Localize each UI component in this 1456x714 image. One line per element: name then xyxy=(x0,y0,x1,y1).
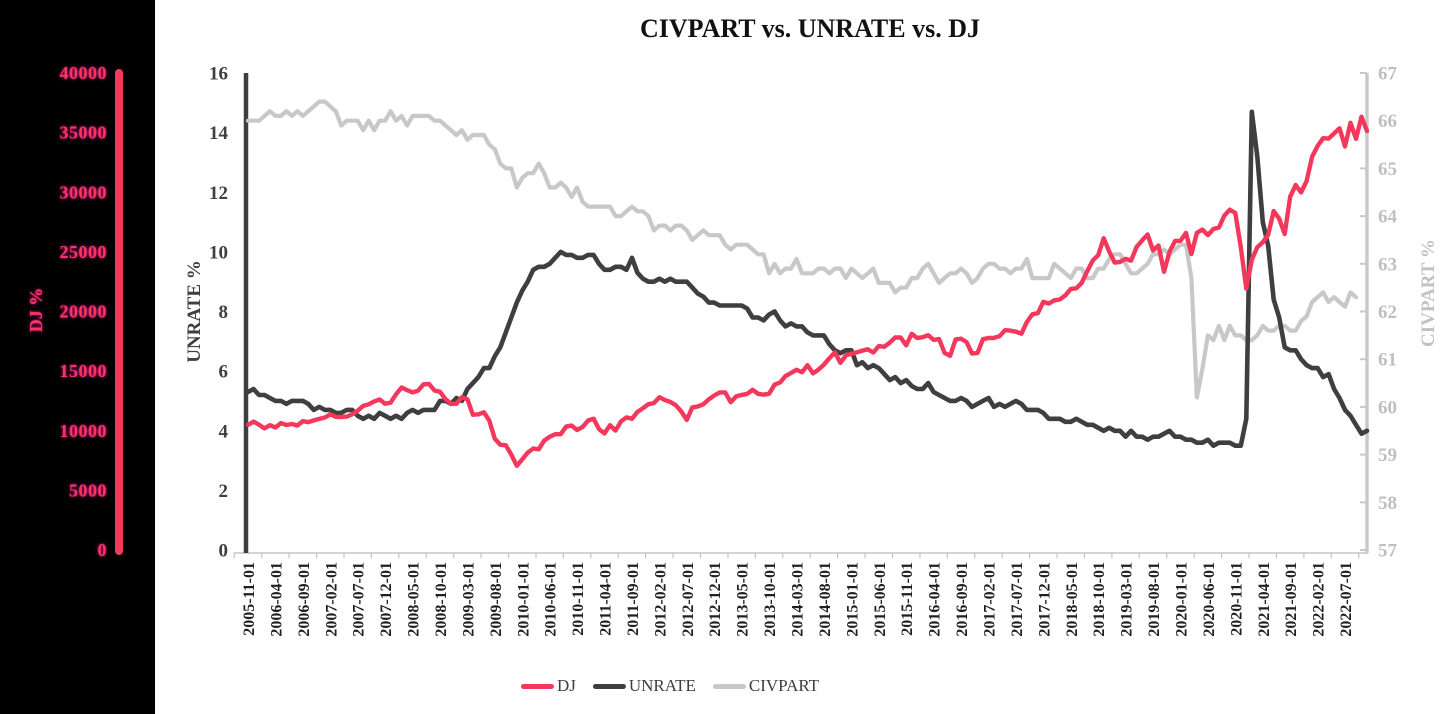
x-tick-label: 2012-12-01 xyxy=(707,562,724,637)
x-tick-label: 2012-02-01 xyxy=(652,562,669,637)
dj-axis-title: DJ % xyxy=(26,288,46,333)
x-tick-label: 2006-04-01 xyxy=(268,562,285,637)
x-tick-label: 2017-02-01 xyxy=(981,562,998,637)
unrate-tick-label: 12 xyxy=(209,183,228,204)
series-lines xyxy=(245,99,1370,468)
civpart-tick-label: 59 xyxy=(1378,445,1397,466)
legend-label-dj: DJ xyxy=(556,676,576,695)
dj-tick-label: 40000 xyxy=(60,63,108,83)
x-tick-label: 2021-09-01 xyxy=(1283,562,1300,637)
civpart-tick-label: 57 xyxy=(1378,541,1398,562)
dj-tick-label: 5000 xyxy=(69,480,107,500)
left-black-panel xyxy=(0,0,155,714)
x-tick-label: 2010-11-01 xyxy=(570,562,587,636)
x-tick-label: 2010-01-01 xyxy=(515,562,532,637)
series-line-unrate xyxy=(245,109,1370,449)
x-tick-label: 2006-09-01 xyxy=(296,562,313,637)
civpart-tick-label: 67 xyxy=(1378,64,1398,85)
legend-label-civpart: CIVPART xyxy=(748,676,820,695)
x-tick-label: 2008-10-01 xyxy=(433,562,450,637)
x-tick-label: 2015-11-01 xyxy=(899,562,916,636)
civpart-line-swatch xyxy=(712,683,746,689)
x-tick-label: 2015-06-01 xyxy=(872,562,889,637)
x-axis: 2005-11-01 2006-04-01 2006-09-01 2007-02-01… xyxy=(233,552,1368,637)
chart-title: CIVPART vs. UNRATE vs. DJ xyxy=(639,14,981,43)
unrate-tick-label: 16 xyxy=(209,64,228,85)
unrate-tick-label: 6 xyxy=(219,362,229,383)
dj-tick-label: 0 xyxy=(98,540,108,560)
legend-item-dj: DJ xyxy=(520,676,576,696)
x-tick-label: 2012-07-01 xyxy=(680,562,697,637)
legend-label-unrate: UNRATE xyxy=(628,676,696,695)
unrate-line-swatch xyxy=(592,683,626,689)
x-tick-label: 2007-07-01 xyxy=(351,562,368,637)
x-tick-label: 2009-03-01 xyxy=(460,562,477,637)
dj-tick-label: 20000 xyxy=(60,302,108,322)
x-tick-label: 2021-04-01 xyxy=(1256,562,1273,637)
civpart-tick-label: 58 xyxy=(1378,493,1397,514)
x-tick-label: 2011-04-01 xyxy=(598,562,615,636)
unrate-tick-label: 14 xyxy=(209,123,229,144)
x-tick-label: 2007-12-01 xyxy=(378,562,395,637)
x-tick-label: 2008-05-01 xyxy=(406,562,423,637)
legend: DJ UNRATE CIVPART xyxy=(520,676,820,696)
dj-tick-label: 25000 xyxy=(60,242,108,262)
series-line-dj xyxy=(245,114,1370,468)
x-tick-label: 2014-03-01 xyxy=(790,562,807,637)
x-tick-label: 2018-05-01 xyxy=(1064,562,1081,637)
x-tick-label: 2007-02-01 xyxy=(323,562,340,637)
legend-item-civpart: CIVPART xyxy=(712,676,820,696)
x-tick-label: 2022-02-01 xyxy=(1311,562,1328,637)
x-tick-label: 2017-07-01 xyxy=(1009,562,1026,637)
civpart-tick-label: 64 xyxy=(1378,207,1398,228)
unrate-tick-label: 2 xyxy=(219,481,229,502)
unrate-tick-label: 4 xyxy=(219,421,229,442)
x-tick-label: 2020-11-01 xyxy=(1228,562,1245,636)
dj-tick-label: 15000 xyxy=(60,361,108,381)
unrate-tick-label: 0 xyxy=(219,541,229,562)
civpart-tick-label: 60 xyxy=(1378,397,1397,418)
x-tick-label: 2011-09-01 xyxy=(625,562,642,636)
dj-tick-label: 35000 xyxy=(60,123,108,143)
x-tick-label: 2020-06-01 xyxy=(1201,562,1218,637)
dj-tick-label: 30000 xyxy=(60,182,108,202)
unrate-axis: 0 2 4 6 8 10 12 14 16 UNRATE % xyxy=(184,64,249,562)
dj-axis: 0 5000 10000 15000 20000 25000 30000 35000 40000… xyxy=(26,63,123,560)
x-tick-label: 2019-08-01 xyxy=(1146,562,1163,637)
x-tick-label: 2020-01-01 xyxy=(1173,562,1190,637)
x-tick-label: 2016-09-01 xyxy=(954,562,971,637)
x-tick-label: 2013-10-01 xyxy=(762,562,779,637)
unrate-tick-label: 8 xyxy=(219,302,229,323)
civpart-axis-title: CIVPART % xyxy=(1418,239,1439,347)
x-tick-label: 2017-12-01 xyxy=(1036,562,1053,637)
civpart-tick-label: 61 xyxy=(1378,350,1397,371)
unrate-axis-title: UNRATE % xyxy=(184,260,205,363)
x-tick-label: 2010-06-01 xyxy=(543,562,560,637)
dj-tick-label: 10000 xyxy=(60,421,108,441)
x-tick-label: 2009-08-01 xyxy=(488,562,505,637)
legend-item-unrate: UNRATE xyxy=(592,676,696,696)
x-tick-label: 2022-07-01 xyxy=(1338,562,1355,637)
civpart-tick-label: 66 xyxy=(1378,111,1397,132)
x-tick-label: 2005-11-01 xyxy=(241,562,258,636)
dj-line-swatch xyxy=(520,683,554,689)
x-tick-label: 2018-10-01 xyxy=(1091,562,1108,637)
x-tick-label: 2015-01-01 xyxy=(844,562,861,637)
x-tick-label: 2013-05-01 xyxy=(735,562,752,637)
civpart-tick-label: 65 xyxy=(1378,159,1397,180)
civpart-axis: 57 58 59 60 61 62 63 64 65 66 67 CIVPART % xyxy=(1360,64,1439,562)
civpart-tick-label: 62 xyxy=(1378,302,1397,323)
x-tick-label: 2016-04-01 xyxy=(927,562,944,637)
x-tick-label: 2019-03-01 xyxy=(1119,562,1136,637)
x-tick-label: 2014-08-01 xyxy=(817,562,834,637)
unrate-tick-label: 10 xyxy=(209,242,228,263)
civpart-tick-label: 63 xyxy=(1378,254,1397,275)
